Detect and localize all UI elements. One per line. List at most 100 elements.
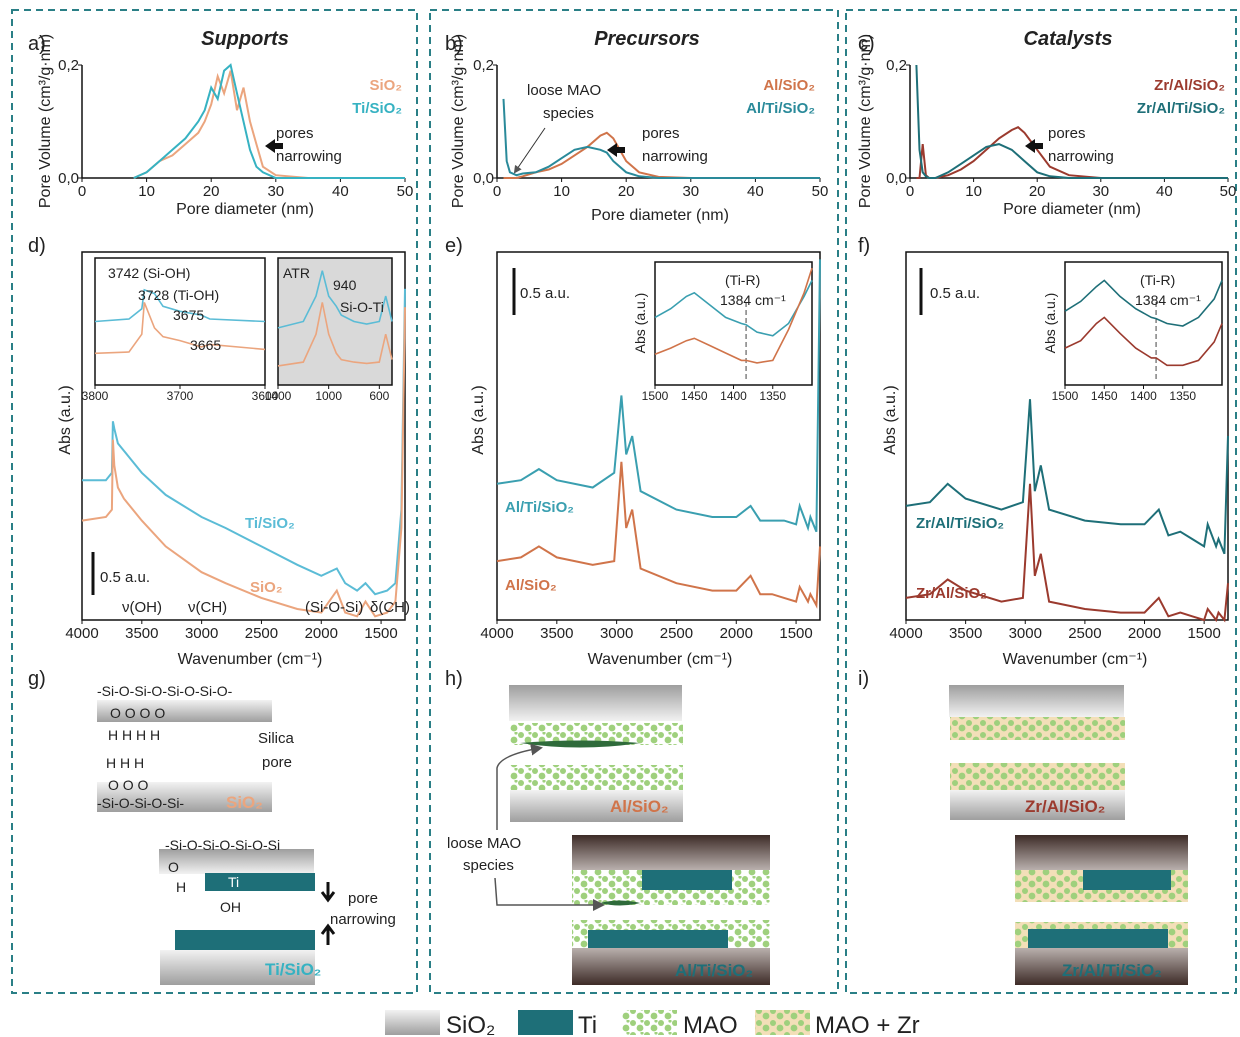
y-tick-label: 0,2 [473,57,494,74]
x-tick-label: 50 [397,183,414,200]
pore-text: Silica [258,730,295,747]
series-line [1065,317,1222,365]
y-axis-label: Pore Volume (cm³/g·nm) [450,34,467,208]
y-tick-label: 0,2 [886,57,907,74]
series-line [134,65,405,178]
annotation: (Ti-R) [725,272,760,288]
legend-label: Al/SiO₂ [505,577,557,594]
hydrogens: H H H [106,755,144,771]
y-tick-label: 0,0 [886,170,907,187]
x-axis-label: Wavenumber (cm⁻¹) [588,651,733,668]
x-tick-label: 3000 [185,625,218,642]
panel-title: Precursors [594,28,700,50]
ti: Ti [228,874,239,890]
panel-title: Supports [201,28,289,50]
annotation: (Si-O-Si) [305,599,363,616]
annotation: (Ti-R) [1140,272,1175,288]
legend-label: Zr/Al/Ti/SiO₂ [916,515,1004,532]
y-tick-label: 0,2 [58,57,79,74]
annotation: 3665 [190,337,221,353]
series-line [655,280,812,335]
oxygens: O O O [108,777,149,793]
chain: -Si-O-Si-O-Si-O-Si [165,837,280,853]
x-tick-label: 2500 [1068,625,1101,642]
legend-label: Zr/Al/SiO₂ [1154,77,1225,94]
panel-label: d) [28,235,46,257]
x-tick-label: 2500 [660,625,693,642]
x-tick-label: 4000 [480,625,513,642]
legend-label: MAO [683,1012,738,1037]
x-tick-label: 40 [1156,183,1173,200]
material: Ti/SiO₂ [265,960,321,979]
annotation: pores [276,125,314,142]
annotation: narrowing [642,148,708,165]
annotation: 0.5 a.u. [930,285,980,302]
series-line [134,71,405,178]
legend-label: Al/Ti/SiO₂ [746,100,815,117]
panel-label: h) [445,668,463,690]
arrow [1025,139,1043,153]
legend-label: Zr/Al/SiO₂ [916,585,987,602]
x-axis-label: Wavenumber (cm⁻¹) [1003,651,1148,668]
legend-label: SiO₂ [250,579,283,596]
x-tick-label: 2000 [1128,625,1161,642]
legend-label: Ti [578,1012,597,1037]
x-tick-label: 1500 [364,625,397,642]
x-tick-label: 2500 [245,625,278,642]
annotation: narrowing [1048,148,1114,165]
diagram-g: g) -Si-O-Si-O-Si-O-Si-O- O O O O H H H H… [28,668,396,985]
pore-text: pore [262,754,292,771]
annotation: 3675 [173,307,204,323]
x-tick-label: 10 [553,183,570,200]
x-tick-label: 1450 [1091,389,1118,403]
y-axis-label: Abs (a.u.) [632,293,648,354]
x-tick-label: 10 [965,183,982,200]
x-tick-label: 50 [812,183,829,200]
legend-label: Al/SiO₂ [763,77,815,94]
annotation: 3728 (Ti-OH) [138,287,219,303]
annotation: loose MAO [527,82,601,99]
x-tick-label: 30 [1092,183,1109,200]
material: Al/Ti/SiO₂ [675,961,753,980]
x-tick-label: 20 [203,183,220,200]
x-tick-label: 3700 [167,389,194,403]
x-axis-label: Wavenumber (cm⁻¹) [178,651,323,668]
x-tick-label: 50 [1220,183,1237,200]
legend-label: Al/Ti/SiO₂ [505,499,574,516]
legend-label: SiO₂ [369,77,402,94]
x-tick-label: 1500 [642,389,669,403]
loose-text: species [463,857,514,874]
x-tick-label: 0 [906,183,914,200]
x-tick-label: 1500 [1052,389,1079,403]
x-tick-label: 2000 [305,625,338,642]
diagram-h: h) Al/SiO₂ Al/Ti/SiO₂ loose MAO species [445,668,770,985]
x-tick-label: 0 [493,183,501,200]
panel-label: f) [858,235,870,257]
x-tick-label: 3500 [540,625,573,642]
legend-label: MAO + Zr [815,1012,920,1037]
x-tick-label: 1000 [315,389,342,403]
annotation: 0.5 a.u. [100,569,150,586]
annotation: species [543,105,594,122]
x-tick-label: 3000 [600,625,633,642]
annotation: pores [1048,125,1086,142]
x-tick-label: 30 [682,183,699,200]
x-tick-label: 1500 [779,625,812,642]
x-axis-label: Pore diameter (nm) [1003,201,1141,218]
oxygen: O [168,859,179,875]
x-tick-label: 1400 [1130,389,1157,403]
legend-label: Zr/Al/Ti/SiO₂ [1137,100,1225,117]
panel-label: i) [858,668,869,690]
oxygens: O O O O [110,705,165,721]
x-tick-label: 3500 [949,625,982,642]
x-tick-label: 3000 [1009,625,1042,642]
annotation: narrowing [276,148,342,165]
x-axis-label: Pore diameter (nm) [591,207,729,224]
x-tick-label: 40 [747,183,764,200]
legend-label: SiO₂ [446,1012,495,1037]
annotation: 0.5 a.u. [520,285,570,302]
y-tick-label: 0,0 [58,170,79,187]
annotation: ν(OH) [122,599,162,616]
page: {"chart_data":[ {"type":"line","label":"… [0,0,1240,1037]
x-tick-label: 1400 [265,389,292,403]
